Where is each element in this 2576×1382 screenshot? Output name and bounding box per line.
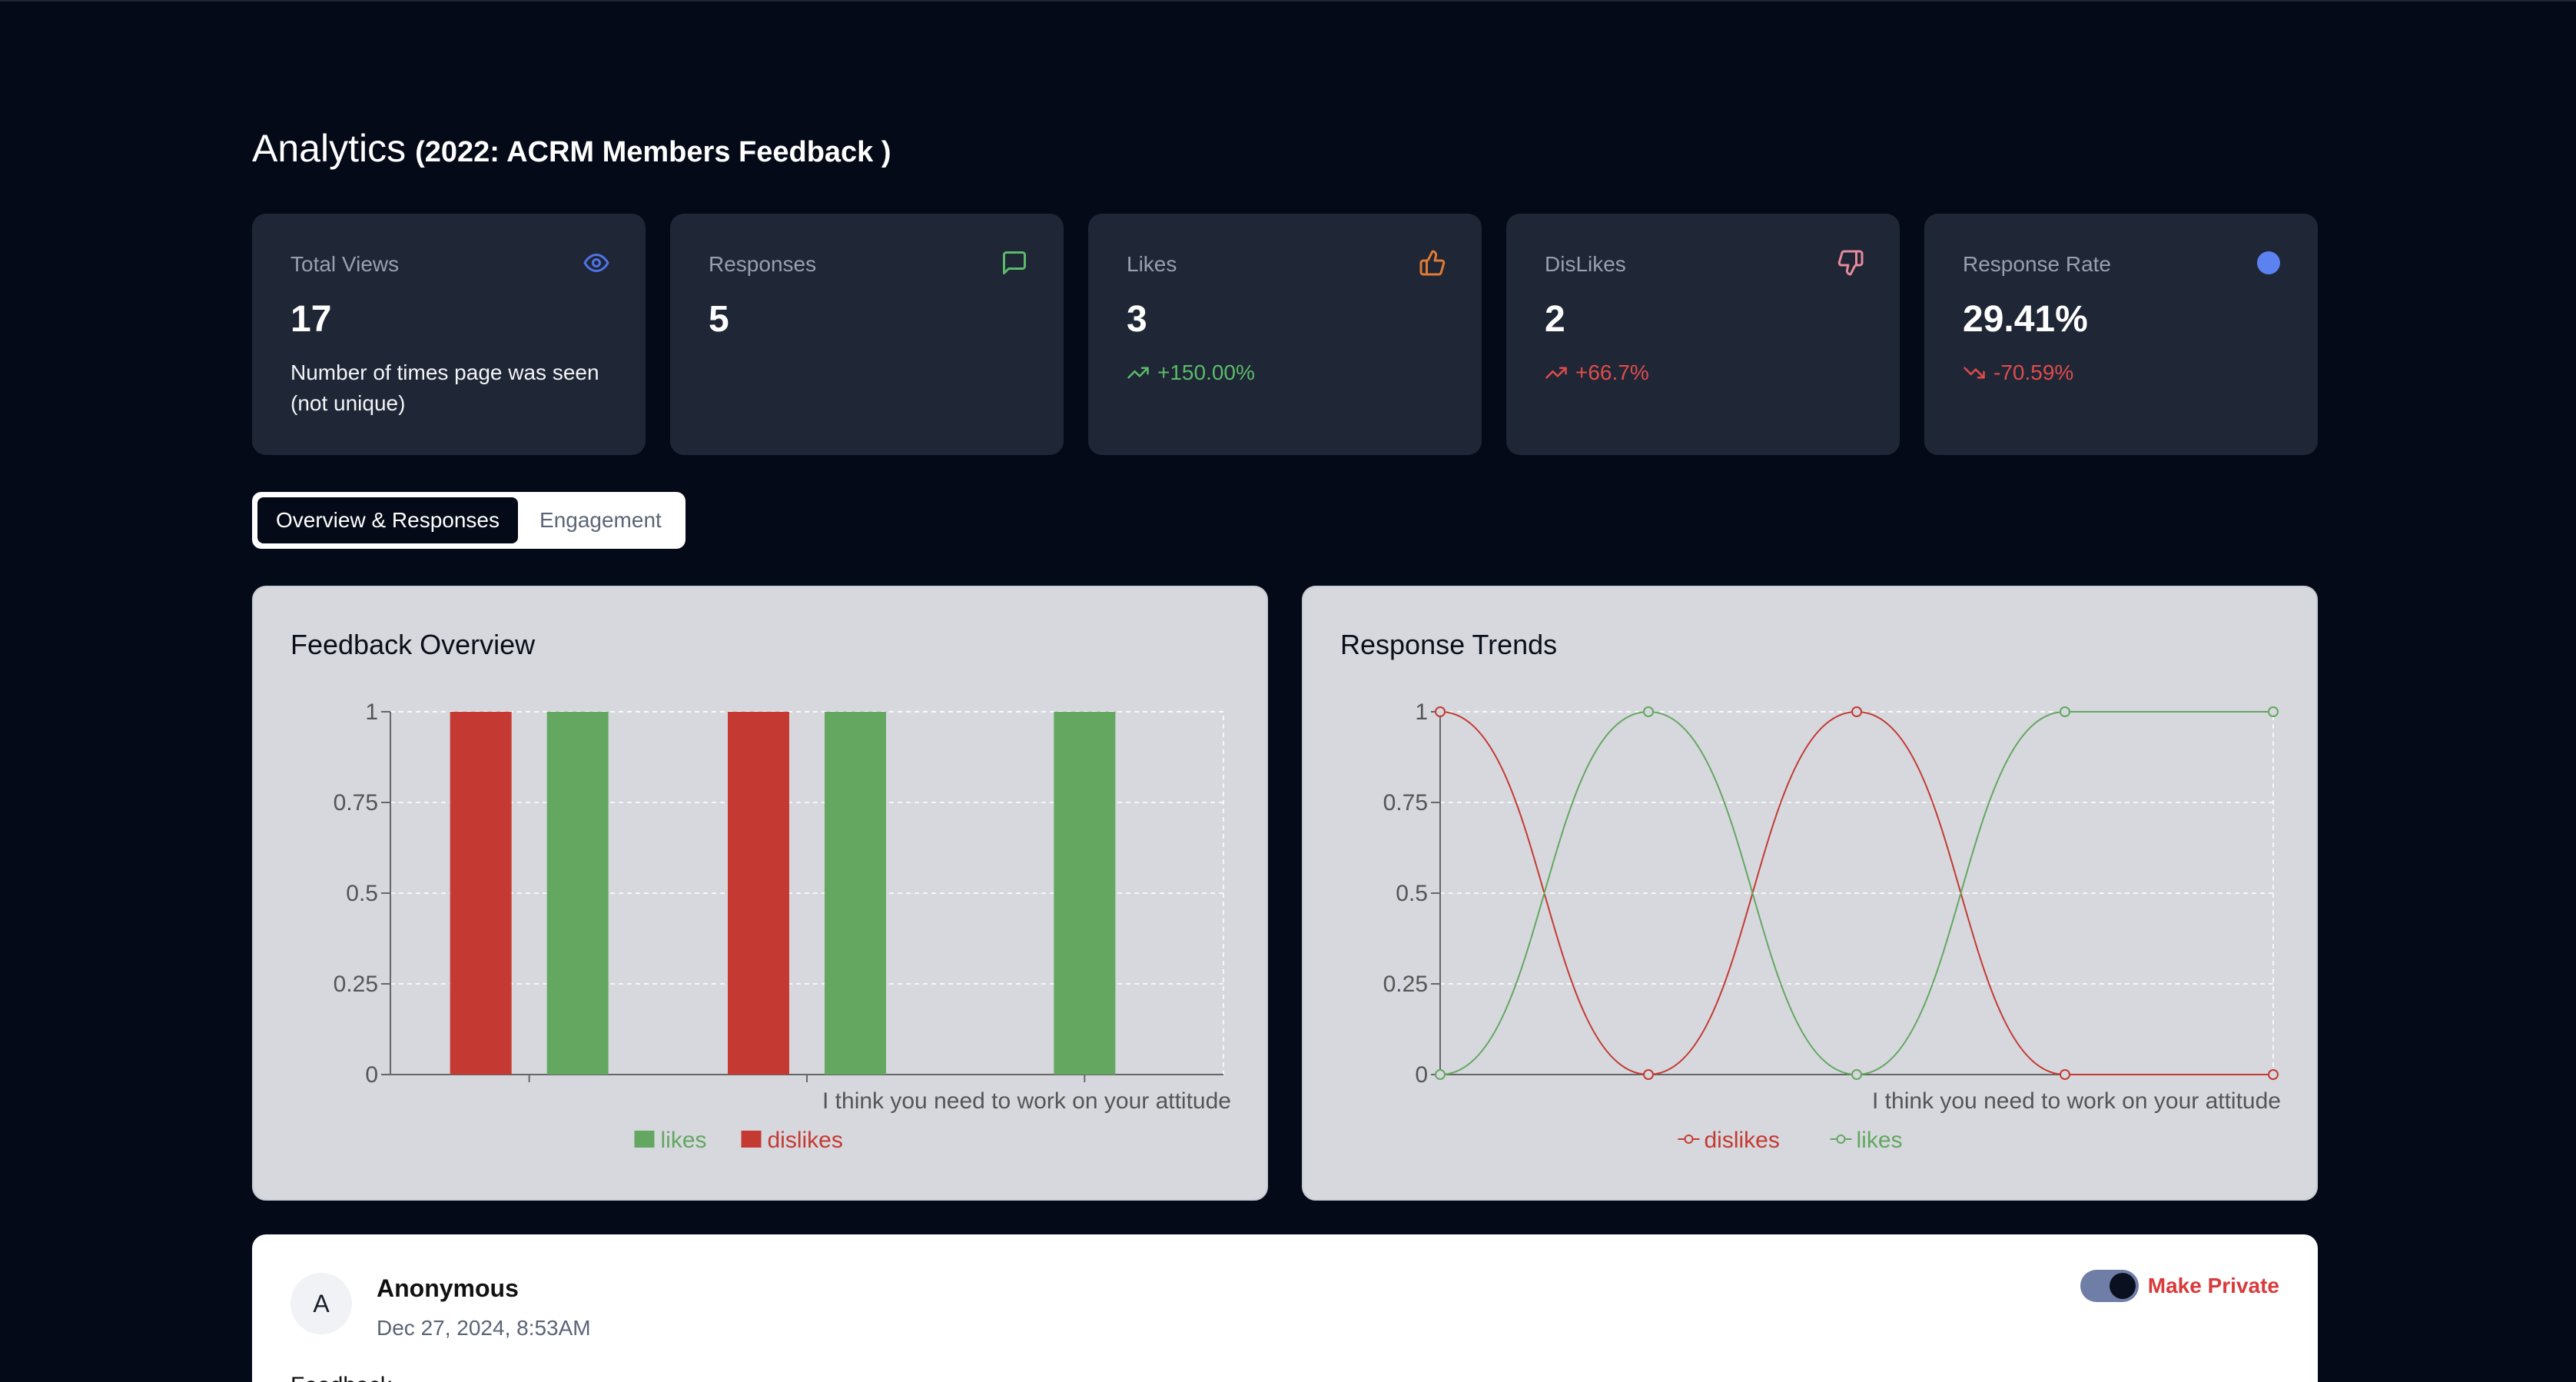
legend-label: likes xyxy=(1857,1128,1903,1153)
stat-card-likes: Likes 3 +150.00% xyxy=(1088,214,1482,455)
y-tick-label: 1 xyxy=(365,699,378,725)
y-tick-label: 0.25 xyxy=(334,972,378,997)
response-text: Feedback... xyxy=(290,1373,411,1382)
feedback-overview-card: Feedback Overview 0 0.25 0.5 0.75 1 I think y… xyxy=(252,586,1268,1201)
privacy-toggle[interactable] xyxy=(2080,1270,2139,1302)
stat-label: DisLikes xyxy=(1545,252,1626,276)
circle-icon xyxy=(2257,251,2280,274)
response-author: Anonymous xyxy=(377,1274,519,1302)
dislikes-point xyxy=(1851,706,1862,717)
stat-card-total-views: Total Views 17 Number of times page was … xyxy=(252,214,646,455)
stat-value: 2 xyxy=(1545,299,1565,340)
stats-row: Total Views 17 Number of times page was … xyxy=(252,214,2318,455)
thumbs-up-icon xyxy=(1419,250,1446,276)
stat-description: Number of times page was seen (not uniqu… xyxy=(290,360,599,415)
legend-swatch xyxy=(741,1131,762,1148)
stat-card-responses: Responses 5 xyxy=(670,214,1064,455)
legend-label: dislikes xyxy=(1705,1128,1780,1153)
legend-label: dislikes xyxy=(768,1128,843,1153)
avatar: A xyxy=(290,1273,352,1334)
stat-value: 29.41% xyxy=(1963,299,2088,340)
stat-trend-value: +66.7% xyxy=(1575,360,1649,384)
stat-trend-value: -70.59% xyxy=(1993,360,2074,384)
stat-trend: -70.59% xyxy=(1963,360,2279,385)
toggle-knob xyxy=(2109,1273,2136,1299)
legend-marker xyxy=(1684,1135,1694,1144)
legend-swatch xyxy=(634,1131,655,1148)
likes-point xyxy=(1851,1069,1862,1080)
likes-point xyxy=(2268,706,2279,717)
y-tick-label: 0.5 xyxy=(346,881,378,906)
make-private-label[interactable]: Make Private xyxy=(2147,1274,2279,1297)
page-title: Analytics (2022: ACRM Members Feedback ) xyxy=(252,126,891,171)
stat-trend-value: +150.00% xyxy=(1157,360,1255,384)
dislikes-point xyxy=(1643,1069,1654,1080)
legend-marker xyxy=(1836,1135,1846,1144)
trending-up-icon xyxy=(1545,367,1567,379)
stat-label: Total Views xyxy=(290,252,400,276)
x-tick-label: I think you need to work on your attitud… xyxy=(822,1088,1231,1114)
response-trends-chart: 0 0.25 0.5 0.75 1 I think you need to work on… xyxy=(1383,699,2281,1153)
privacy-control: Make Private xyxy=(2080,1270,2279,1302)
view-tabs: Overview & Responses Engagement xyxy=(252,492,685,549)
page-subtitle: (2022: ACRM Members Feedback ) xyxy=(415,136,891,168)
likes-point xyxy=(1643,706,1654,717)
response-trends-card: Response Trends 0 0.25 0.5 0.75 1 I think you… xyxy=(1302,586,2318,1201)
stat-label: Response Rate xyxy=(1963,252,2112,276)
stat-trend: +66.7% xyxy=(1545,360,1861,385)
feedback-overview-chart: 0 0.25 0.5 0.75 1 I think you need to work on… xyxy=(334,699,1231,1153)
chart-title: Feedback Overview xyxy=(290,629,536,660)
likes-point xyxy=(1435,1069,1446,1080)
stat-label: Responses xyxy=(709,252,817,276)
y-tick-label: 0 xyxy=(1415,1062,1428,1088)
dislikes-bar xyxy=(450,712,512,1075)
stat-trend: +150.00% xyxy=(1127,360,1443,385)
chart-title: Response Trends xyxy=(1340,629,1558,660)
y-tick-label: 0.25 xyxy=(1383,972,1428,997)
response-date: Dec 27, 2024, 8:53AM xyxy=(377,1316,591,1340)
page-title-main: Analytics xyxy=(252,127,407,170)
response-card: A Anonymous Dec 27, 2024, 8:53AM Make Pr… xyxy=(252,1234,2318,1382)
y-tick-label: 0.75 xyxy=(1383,790,1428,816)
x-tick-label: I think you need to work on your attitud… xyxy=(1872,1088,2281,1114)
trending-down-icon xyxy=(1964,367,1985,379)
stat-label: Likes xyxy=(1127,252,1177,276)
eye-icon xyxy=(583,254,609,272)
dislikes-point xyxy=(1435,706,1446,717)
stat-value: 3 xyxy=(1127,299,1147,340)
likes-bar xyxy=(825,712,886,1075)
top-border xyxy=(0,0,2576,2)
stat-card-dislikes: DisLikes 2 +66.7% xyxy=(1506,214,1900,455)
stat-value: 17 xyxy=(290,299,332,340)
message-icon xyxy=(1003,251,1026,274)
y-tick-label: 0.75 xyxy=(334,790,378,816)
dislikes-bar xyxy=(728,712,789,1075)
legend-label: likes xyxy=(661,1128,707,1153)
likes-bar xyxy=(1054,712,1116,1075)
dislikes-point xyxy=(2268,1069,2279,1080)
y-tick-label: 1 xyxy=(1415,699,1428,725)
trending-up-icon xyxy=(1127,367,1149,379)
tab-overview-responses[interactable]: Overview & Responses xyxy=(257,497,519,543)
stat-card-response-rate: Response Rate 29.41% -70.59% xyxy=(1924,214,2318,455)
likes-bar xyxy=(546,712,609,1075)
thumbs-down-icon xyxy=(1837,250,1864,276)
y-tick-label: 0 xyxy=(365,1062,378,1088)
stat-value: 5 xyxy=(709,299,729,340)
likes-point xyxy=(2060,706,2070,717)
dislikes-point xyxy=(2060,1069,2070,1080)
y-tick-label: 0.5 xyxy=(1396,881,1428,906)
tab-engagement[interactable]: Engagement xyxy=(539,508,662,532)
